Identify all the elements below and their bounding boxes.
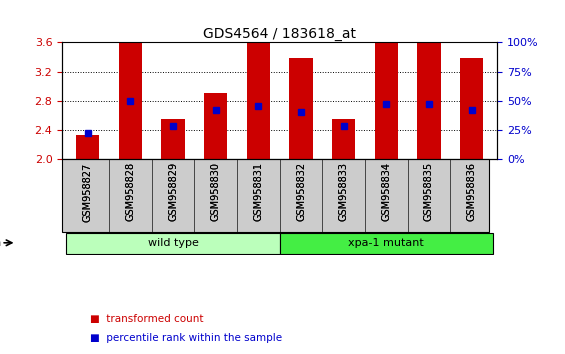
Text: GSM958830: GSM958830 [211,162,221,221]
Text: GSM958831: GSM958831 [253,162,263,221]
Bar [76,135,99,159]
Text: GSM958828: GSM958828 [125,162,136,221]
Text: GSM958836: GSM958836 [467,162,477,221]
Text: GSM958829: GSM958829 [168,162,178,221]
Text: GSM958834: GSM958834 [381,162,392,221]
Text: GSM958829: GSM958829 [168,162,178,221]
Bar [375,42,398,159]
Text: GSM958836: GSM958836 [467,162,477,221]
Text: GSM958828: GSM958828 [125,162,136,221]
Text: GSM958830: GSM958830 [211,162,221,221]
Text: GSM958827: GSM958827 [82,162,93,222]
Text: genotype/variation: genotype/variation [0,238,1,248]
Bar [204,93,228,159]
Text: ■  percentile rank within the sample: ■ percentile rank within the sample [90,333,282,343]
Bar [460,58,483,159]
FancyBboxPatch shape [280,233,493,254]
Text: GSM958827: GSM958827 [82,162,93,222]
Bar [417,42,441,159]
Text: wild type: wild type [147,238,198,248]
Text: ■  transformed count: ■ transformed count [90,314,204,324]
FancyBboxPatch shape [67,233,280,254]
FancyBboxPatch shape [62,159,489,232]
Bar [246,42,270,159]
Text: GSM958833: GSM958833 [338,162,349,221]
Text: GSM958831: GSM958831 [253,162,263,221]
Text: GSM958832: GSM958832 [296,162,306,221]
Bar [289,58,313,159]
Text: GSM958833: GSM958833 [338,162,349,221]
Text: GSM958835: GSM958835 [424,162,434,221]
Text: GSM958834: GSM958834 [381,162,392,221]
Bar [332,119,355,159]
Bar [162,119,185,159]
Bar [119,42,142,159]
Title: GDS4564 / 183618_at: GDS4564 / 183618_at [203,28,356,41]
Text: GSM958835: GSM958835 [424,162,434,221]
Text: xpa-1 mutant: xpa-1 mutant [349,238,424,248]
Text: GSM958832: GSM958832 [296,162,306,221]
